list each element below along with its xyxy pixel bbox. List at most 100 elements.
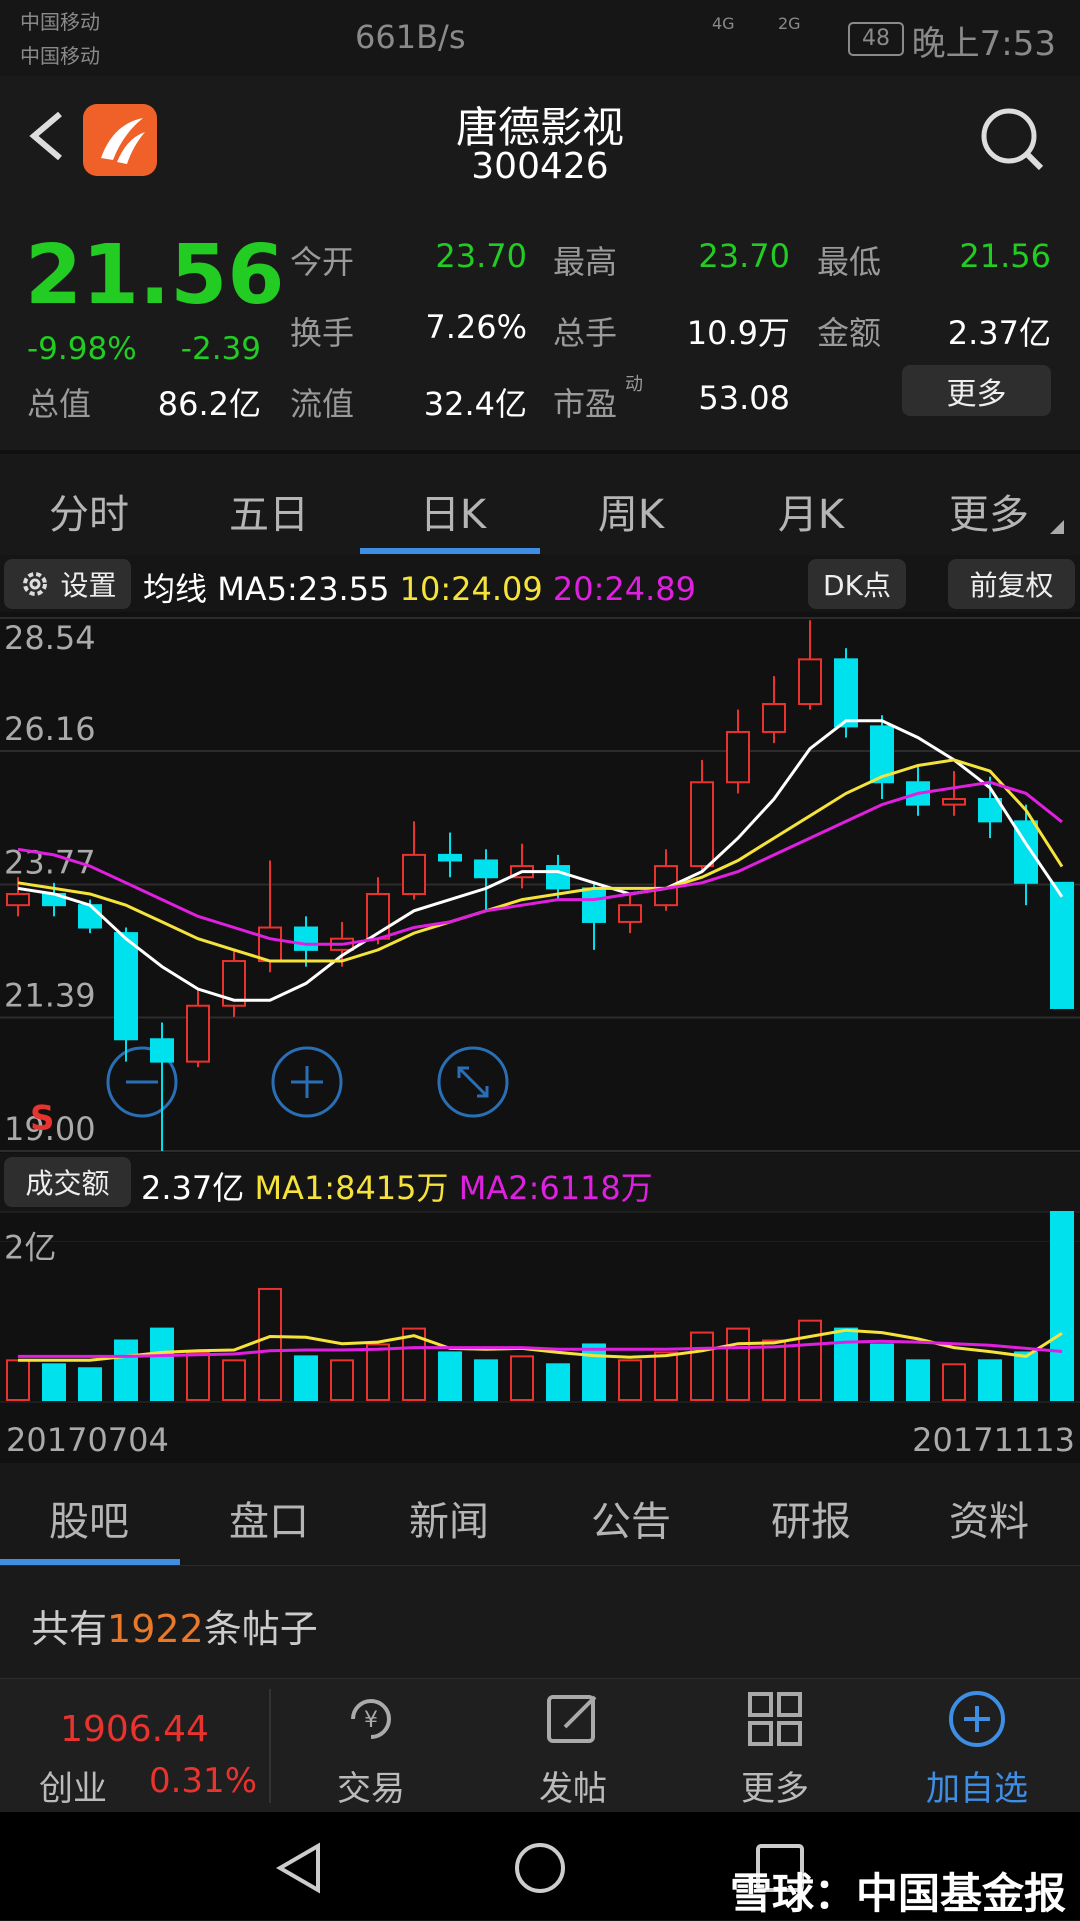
index-name: 创业 [39,1769,107,1809]
settings-button[interactable]: 设置 [4,559,131,609]
back-button[interactable] [20,106,70,166]
watermark: 雪球：中国基金报 [729,1869,1066,1918]
stock-name: 唐德影视 [455,103,624,152]
volume-bar [906,1359,930,1401]
period-tab[interactable]: 周K [597,492,665,538]
posts-section: 共有1922条帖子 [0,1566,1080,1678]
volume-bar [978,1359,1002,1401]
y-tick-label: 2亿 [4,1228,56,1266]
volume-bar [546,1363,570,1401]
status-bar: 中国移动 中国移动 661B/s 4G 2G 48 晚上7:53 [0,0,1080,76]
period-tab-active[interactable]: 日K [419,492,487,538]
field-label: 流值 [290,385,355,423]
signal-marker: S [30,1099,55,1139]
change-amount: -2.39 [180,331,261,367]
candle-body [870,725,894,784]
index-change: 0.31% [148,1761,257,1801]
toolbar-item[interactable]: 加自选 [926,1769,1028,1809]
content-tab[interactable]: 公告 [591,1499,671,1545]
post-number: 1922 [107,1607,204,1651]
ma-title: 均线 [143,570,208,608]
toolbar-item[interactable]: 交易 [337,1769,405,1809]
period-tab[interactable]: 月K [777,492,845,538]
field-label: 最高 [553,243,618,281]
y-tick-label: 28.54 [4,619,96,657]
more-icon [748,1692,802,1746]
field-value: 2.37亿 [947,314,1051,352]
volume-toolbar: 成交额 2.37亿 MA1:8415万 MA2:6118万 [0,1153,1080,1212]
volume-bar [150,1327,174,1402]
volume-type-button[interactable]: 成交额 [4,1157,131,1207]
moving-average-line [17,780,1063,946]
network-type: 2G [778,14,801,33]
post-prefix: 共有 [31,1607,108,1651]
volume-stats: 2.37亿 MA1:8415万 MA2:6118万 [141,1163,653,1209]
content-tab[interactable]: 研报 [771,1499,851,1545]
battery: 48 [848,22,904,56]
nav-home[interactable] [512,1840,568,1896]
period-tab[interactable]: 更多 [949,492,1029,538]
candle-body [546,865,570,890]
post-count: 共有1922条帖子 [31,1598,318,1653]
chart-background [0,612,1080,1463]
fullscreen-button[interactable] [437,1046,509,1118]
candle-body [6,892,30,907]
adjust-button[interactable]: 前复权 [948,559,1075,609]
volume-bar [510,1355,534,1402]
pe-note: 动 [625,374,643,395]
volume-bar [1014,1351,1038,1402]
content-tab-active[interactable]: 股吧 [49,1499,129,1545]
field-value: 53.08 [698,379,790,417]
app-logo [83,104,157,176]
period-tab[interactable]: 五日 [229,492,309,538]
nav-recent[interactable] [752,1840,808,1896]
moving-average-line [17,758,1064,963]
volume-bar [366,1343,390,1402]
svg-text:¥: ¥ [364,1708,378,1733]
candle-body [474,859,498,879]
candle-body [150,1038,174,1063]
candle-body [942,798,966,806]
net-speed: 661B/s [355,18,466,56]
trade-icon: ¥ [351,1699,391,1739]
candle-body [114,932,138,1041]
period-tab[interactable]: 分时 [49,492,129,538]
toolbar-item[interactable]: 更多 [741,1769,809,1809]
volume-bar [726,1327,750,1402]
header: 唐德影视 300426 [0,76,1080,220]
zoom-out-button[interactable] [106,1046,178,1118]
x-tick-label: 20171113 [912,1421,1075,1459]
moving-average-line [17,719,1064,1002]
volume-bar [186,1351,210,1402]
moving-average-line [18,1328,1063,1362]
field-label: 换手 [290,314,355,352]
field-label: 金额 [817,314,882,352]
carrier: 中国移动 [20,10,100,34]
nav-back[interactable] [272,1840,328,1896]
add-icon [949,1691,1005,1747]
volume-bar [834,1327,858,1402]
field-value: 21.56 [959,237,1051,275]
divider [269,1689,271,1803]
dk-button[interactable]: DK点 [808,559,906,609]
field-label: 总手 [553,314,618,352]
content-tab[interactable]: 资料 [949,1499,1029,1545]
field-label: 今开 [290,243,355,281]
post-suffix: 条帖子 [203,1607,318,1651]
candle-body [294,926,318,951]
toolbar-item[interactable]: 发帖 [539,1769,607,1809]
ma20: 20:24.89 [552,570,696,608]
ma10: 10:24.09 [399,570,543,608]
zoom-in-button[interactable] [271,1046,343,1118]
content-tab[interactable]: 盘口 [229,1499,309,1545]
settings-label: 设置 [60,569,117,602]
volume-bar [1050,1211,1074,1401]
volume-bar [762,1339,786,1402]
search-button[interactable] [975,104,1055,184]
volume-ma1: MA1:8415万 [254,1169,449,1207]
content-tab[interactable]: 新闻 [409,1499,489,1545]
more-button[interactable]: 更多 [902,365,1051,416]
candle-body [582,887,606,923]
candle-body [1050,881,1074,1009]
index-value: 1906.44 [60,1709,209,1750]
